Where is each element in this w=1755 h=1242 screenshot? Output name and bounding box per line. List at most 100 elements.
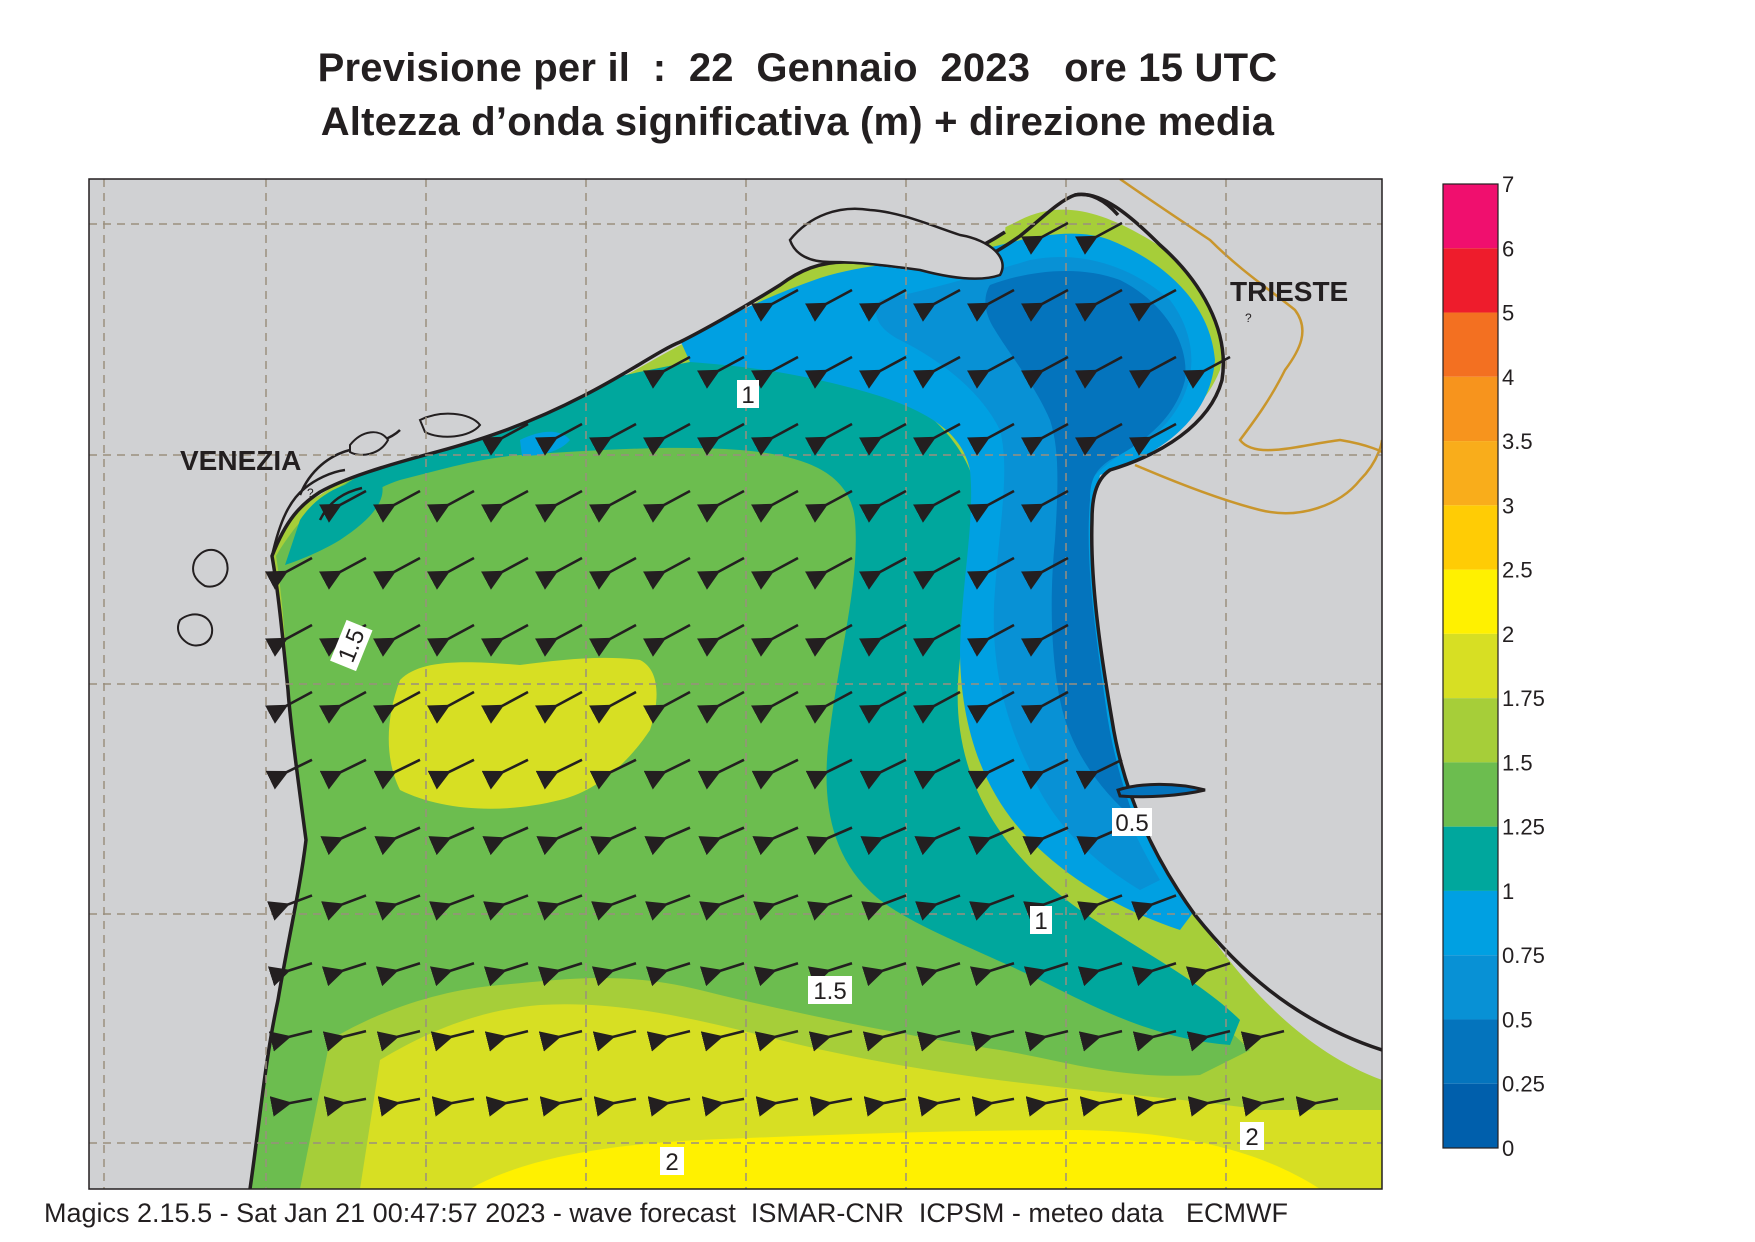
legend-swatch	[1443, 890, 1498, 956]
direction-arrow	[1131, 894, 1177, 921]
direction-arrow	[751, 489, 799, 523]
legend-swatch	[1443, 441, 1498, 506]
direction-arrow	[753, 962, 799, 987]
direction-arrow	[375, 962, 421, 987]
place-label-venezia: VENEZIA	[180, 445, 301, 476]
direction-arrow	[427, 489, 475, 523]
direction-arrow	[860, 826, 907, 856]
border-line	[1119, 179, 1382, 515]
direction-arrow	[808, 1029, 853, 1052]
legend-label: 1.25	[1502, 815, 1545, 840]
direction-arrow	[268, 1029, 313, 1052]
direction-arrow	[536, 826, 583, 856]
direction-arrow	[265, 623, 313, 657]
direction-arrow	[373, 556, 421, 590]
legend-swatch	[1443, 248, 1498, 313]
direction-arrow	[374, 826, 421, 856]
direction-arrow	[1079, 1096, 1123, 1117]
direction-arrow	[751, 355, 799, 389]
direction-arrow	[700, 1029, 745, 1052]
direction-arrow	[322, 1029, 367, 1052]
direction-arrow	[1075, 221, 1123, 255]
direction-arrow	[481, 489, 529, 523]
direction-arrow	[430, 1029, 475, 1052]
direction-arrow	[320, 826, 367, 856]
direction-arrow	[752, 826, 799, 856]
direction-arrow	[915, 962, 961, 987]
direction-arrow	[805, 288, 853, 322]
direction-arrow	[967, 758, 1015, 790]
direction-arrow	[429, 894, 475, 921]
direction-arrow	[643, 355, 691, 389]
direction-arrow	[376, 1029, 421, 1052]
legend-label: 1	[1502, 879, 1514, 904]
direction-arrow	[751, 422, 799, 456]
legend-swatch	[1443, 376, 1498, 442]
legend-label: 7	[1502, 172, 1514, 197]
direction-arrow	[967, 489, 1015, 523]
direction-arrow	[697, 489, 745, 523]
contour-label-1-south: 1	[1034, 908, 1047, 935]
direction-arrow	[1021, 556, 1069, 590]
direction-arrow	[1077, 962, 1123, 987]
direction-arrow	[967, 623, 1015, 657]
legend-label: 5	[1502, 301, 1514, 326]
direction-arrow	[643, 690, 691, 724]
direction-arrow	[1021, 690, 1069, 724]
direction-arrow	[645, 962, 691, 987]
direction-arrow	[967, 355, 1015, 389]
direction-arrow	[859, 489, 907, 523]
direction-arrow	[859, 623, 907, 657]
direction-arrow	[859, 355, 907, 389]
direction-arrow	[859, 422, 907, 456]
direction-arrow	[1129, 288, 1177, 322]
direction-arrow	[1021, 758, 1069, 790]
direction-arrow	[485, 1096, 529, 1117]
direction-arrow	[267, 894, 313, 921]
legend-swatch	[1443, 826, 1498, 891]
map-area: 1 1.5 0.5 1 1.5 2 2 VENEZIA TRIESTE ? ?	[89, 179, 1382, 1189]
direction-arrow	[967, 690, 1015, 724]
direction-arrow	[697, 556, 745, 590]
direction-arrow	[915, 894, 961, 921]
land-italy	[89, 179, 1010, 1189]
legend-swatch	[1443, 955, 1498, 1020]
legend-label: 2.5	[1502, 558, 1533, 583]
direction-arrow	[751, 623, 799, 657]
direction-arrow	[323, 1096, 367, 1117]
direction-arrow	[267, 962, 313, 987]
direction-arrow	[970, 1029, 1015, 1052]
place-label-trieste: TRIESTE	[1230, 276, 1348, 307]
direction-arrow	[967, 422, 1015, 456]
direction-arrow	[373, 623, 421, 657]
direction-arrow	[861, 962, 907, 987]
contour-label-2-southeast: 2	[1245, 1124, 1258, 1151]
direction-arrow	[377, 1096, 421, 1117]
direction-arrow	[589, 758, 637, 790]
direction-arrow	[1131, 962, 1177, 987]
direction-arrow	[969, 962, 1015, 987]
direction-arrow	[375, 894, 421, 921]
direction-arrow	[916, 1029, 961, 1052]
legend-label: 6	[1502, 236, 1514, 261]
contour-0-25	[985, 270, 1186, 820]
venice-islands	[177, 412, 482, 647]
direction-arrow	[319, 758, 367, 790]
direction-arrow	[535, 690, 583, 724]
direction-arrow	[699, 894, 745, 921]
direction-arrow	[1075, 422, 1123, 456]
direction-arrow	[751, 758, 799, 790]
map-frame	[88, 178, 1383, 1190]
direction-arrow	[481, 422, 529, 456]
direction-arrow	[645, 894, 691, 921]
direction-arrow	[537, 894, 583, 921]
direction-arrow	[751, 556, 799, 590]
direction-arrow	[913, 690, 961, 724]
direction-arrow	[913, 758, 961, 790]
legend-frame	[1442, 183, 1499, 1149]
direction-arrow	[1132, 1029, 1177, 1052]
direction-arrow	[591, 894, 637, 921]
north-lagoon	[788, 207, 1004, 280]
direction-arrow	[809, 1096, 853, 1117]
direction-arrow	[1021, 288, 1069, 322]
